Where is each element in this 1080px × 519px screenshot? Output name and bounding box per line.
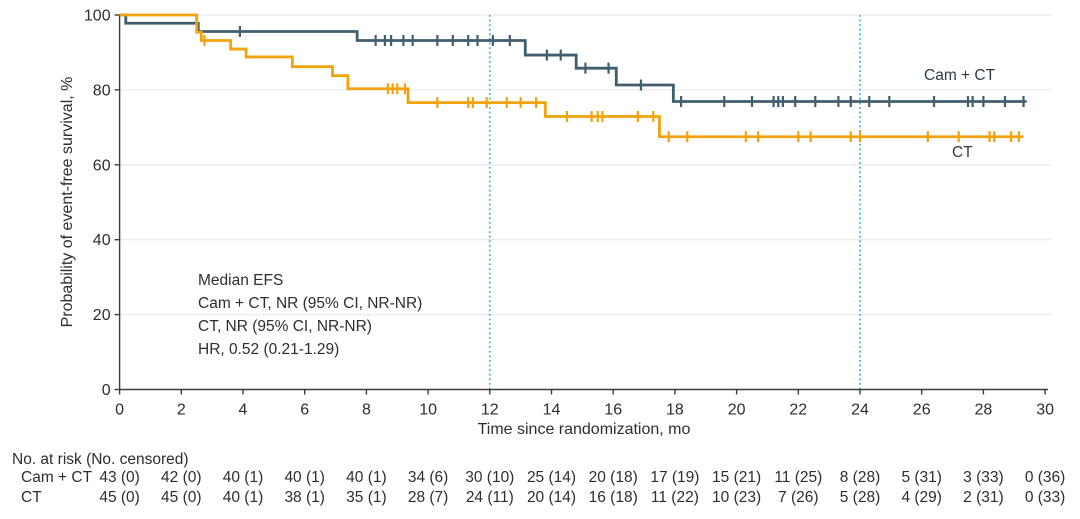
y-tick-label: 40 [93,232,111,249]
risk-cell: 10 (23) [712,489,762,506]
median-efs-annotation: Median EFS Cam + CT, NR (95% CI, NR-NR) … [198,269,422,361]
x-tick-label: 2 [177,402,186,419]
annotation-line-ct: CT, NR (95% CI, NR-NR) [198,318,372,335]
risk-cell: 40 (1) [222,469,264,486]
x-tick-label: 26 [913,402,931,419]
risk-cell: 38 (1) [284,489,325,506]
risk-cell: 5 (31) [901,469,942,486]
y-tick-label: 20 [93,307,111,324]
risk-cell: 15 (21) [712,469,762,486]
x-tick-label: 22 [789,402,807,419]
x-tick-label: 16 [604,402,622,419]
risk-cell: 40 (1) [284,469,325,486]
risk-cell: 24 (11) [465,489,514,506]
risk-cell: 11 (25) [774,469,823,486]
risk-cell: 5 (28) [839,489,881,506]
x-tick-label: 24 [851,402,869,419]
risk-row-label-camct: Cam + CT [21,469,93,486]
annotation-line-median: Median EFS [198,272,284,289]
risk-cell: 30 (10) [465,469,515,486]
x-tick-label: 4 [239,402,248,419]
km-curve-ct [119,13,1024,139]
risk-cell: 16 (18) [588,489,638,506]
x-tick-label: 20 [728,402,746,419]
risk-cell: 35 (1) [346,489,387,506]
risk-cell: 2 (31) [963,489,1004,506]
risk-cell: 40 (1) [222,489,264,506]
x-tick-label: 28 [975,402,993,419]
y-tick-label: 100 [84,8,111,25]
risk-cell: 28 (7) [407,489,449,506]
risk-cell: 20 (18) [588,469,638,486]
x-tick-label: 8 [362,402,371,419]
y-tick-label: 60 [93,157,111,174]
x-tick-label: 6 [300,402,309,419]
risk-cell: 3 (33) [963,469,1004,486]
risk-cell: 8 (28) [839,469,881,486]
annotation-line-camct: Cam + CT, NR (95% CI, NR-NR) [198,295,423,312]
x-tick-label: 12 [481,402,499,419]
curve-label-camct: Cam + CT [924,67,996,84]
risk-table-header: No. at risk (No. censored) [12,451,189,468]
risk-cell: 4 (29) [901,489,942,506]
risk-cell: 45 (0) [161,489,202,506]
annotation-line-hr: HR, 0.52 (0.21-1.29) [198,341,340,358]
risk-cell: 34 (6) [407,469,449,486]
curve-label-ct: CT [952,144,973,161]
y-tick-label: 0 [102,382,111,399]
y-axis-title: Probability of event-free survival, % [59,76,76,328]
risk-cell: 17 (19) [650,469,700,486]
x-tick-label: 0 [115,402,124,419]
x-tick-label: 14 [543,402,561,419]
risk-cell: 43 (0) [99,469,140,486]
x-tick-label: 30 [1036,402,1054,419]
risk-cell: 25 (14) [526,469,577,486]
risk-cell: 20 (14) [526,489,577,506]
x-axis-title: Time since randomization, mo [477,421,691,438]
y-tick-label: 80 [93,82,111,99]
x-tick-label: 18 [666,402,684,419]
risk-cell: 0 (36) [1024,469,1066,486]
risk-cell: 7 (26) [778,489,819,506]
risk-cell: 45 (0) [99,489,140,506]
x-tick-label: 10 [419,402,437,419]
risk-cell: 0 (33) [1024,489,1066,506]
risk-cell: 11 (22) [650,489,699,506]
risk-cell: 40 (1) [346,469,387,486]
risk-cell: 42 (0) [161,469,202,486]
risk-row-label-ct: CT [21,489,42,506]
km-curve-camct [119,13,1027,103]
